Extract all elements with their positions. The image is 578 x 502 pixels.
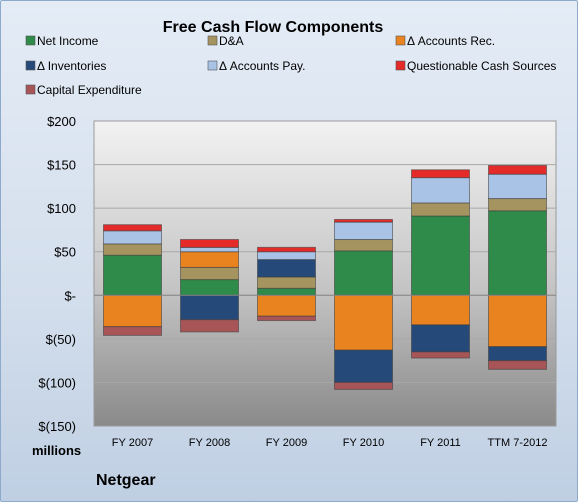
bar-segment (334, 294, 393, 351)
legend-swatch (395, 35, 406, 46)
bar-segment (334, 239, 393, 252)
bar-segment (257, 276, 316, 289)
bar-segment (334, 349, 393, 383)
bar-segment (488, 294, 547, 348)
y-axis-ticks: $(150) $(100) $(50) $- $50 $100 $150 $200 (38, 114, 76, 434)
legend-label: Net Income (37, 34, 99, 48)
bar-segment (411, 169, 470, 179)
bar-segment (488, 198, 547, 212)
bar-segment (257, 315, 316, 322)
bar-segment (488, 173, 547, 200)
chart-title: Free Cash Flow Components (163, 19, 384, 36)
legend-label: D&A (219, 34, 244, 48)
legend-swatch (25, 84, 36, 95)
legend-label: Δ Inventories (37, 59, 106, 73)
bars (103, 164, 547, 390)
bar-segment (411, 324, 470, 353)
bar-segment (334, 218, 393, 223)
bar-segment (488, 164, 547, 175)
y-tick-label: $100 (47, 201, 76, 216)
legend-swatch (207, 35, 218, 46)
bar-segment (103, 326, 162, 336)
x-axis-labels: FY 2007 FY 2008 FY 2009 FY 2010 FY 2011 TTM 7… (112, 437, 548, 449)
bar-segment (257, 251, 316, 261)
bar-segment (103, 294, 162, 328)
bar-segment (257, 246, 316, 253)
bar-segment (257, 259, 316, 278)
x-tick-label: FY 2011 (420, 437, 461, 449)
bar-segment (411, 215, 470, 296)
bar-segment (180, 239, 239, 248)
legend-swatch (25, 35, 36, 46)
y-tick-label: $(150) (38, 419, 76, 434)
legend-swatch (395, 60, 406, 71)
bar-segment (411, 351, 470, 359)
bar-segment (180, 319, 239, 333)
legend-item: Capital Expenditure (25, 83, 142, 97)
legend-item: Δ Accounts Pay. (207, 59, 306, 73)
bar-segment (488, 346, 547, 362)
y-tick-label: $(100) (38, 375, 76, 390)
legend-item: D&A (207, 34, 244, 48)
bar-segment (488, 210, 547, 296)
x-tick-label: FY 2008 (189, 437, 230, 449)
y-tick-label: $200 (47, 114, 76, 129)
legend-swatch (207, 60, 218, 71)
bar-segment (257, 294, 316, 317)
unit-label: millions (32, 443, 81, 458)
bar-segment (411, 202, 470, 217)
y-tick-label: $- (64, 288, 76, 303)
y-tick-label: $50 (54, 245, 76, 260)
bar-segment (180, 279, 239, 296)
company-name: Netgear (96, 472, 156, 489)
bar-segment (180, 266, 239, 281)
legend: Net Income D&A Δ Accounts Rec. Δ Inventorie… (25, 34, 556, 97)
legend-item: Questionable Cash Sources (395, 59, 556, 73)
legend-label: Capital Expenditure (37, 83, 142, 97)
legend-item: Net Income (25, 34, 99, 48)
bar-segment (334, 221, 393, 241)
bar-segment (103, 230, 162, 245)
bar-segment (334, 250, 393, 296)
legend-item: Δ Inventories (25, 59, 106, 73)
bar-segment (334, 381, 393, 390)
y-tick-label: $(50) (46, 332, 76, 347)
bar-segment (180, 294, 239, 321)
bar-segment (103, 243, 162, 256)
legend-label: Questionable Cash Sources (407, 59, 556, 73)
bar-segment (257, 287, 316, 296)
bar-segment (180, 251, 239, 268)
x-tick-label: FY 2009 (266, 437, 307, 449)
bar-segment (488, 360, 547, 370)
bar-segment (411, 177, 470, 204)
bar-segment (411, 294, 470, 326)
bar-segment (180, 246, 239, 253)
y-tick-label: $150 (47, 158, 76, 173)
x-tick-label: FY 2010 (343, 437, 384, 449)
x-tick-label: TTM 7-2012 (488, 437, 548, 449)
legend-label: Δ Accounts Pay. (219, 59, 306, 73)
legend-swatch (25, 60, 36, 71)
plot-area (93, 120, 557, 427)
bar-segment (103, 224, 162, 232)
x-tick-label: FY 2007 (112, 437, 153, 449)
bar-segment (103, 254, 162, 296)
legend-item: Δ Accounts Rec. (395, 34, 495, 48)
legend-label: Δ Accounts Rec. (407, 34, 495, 48)
